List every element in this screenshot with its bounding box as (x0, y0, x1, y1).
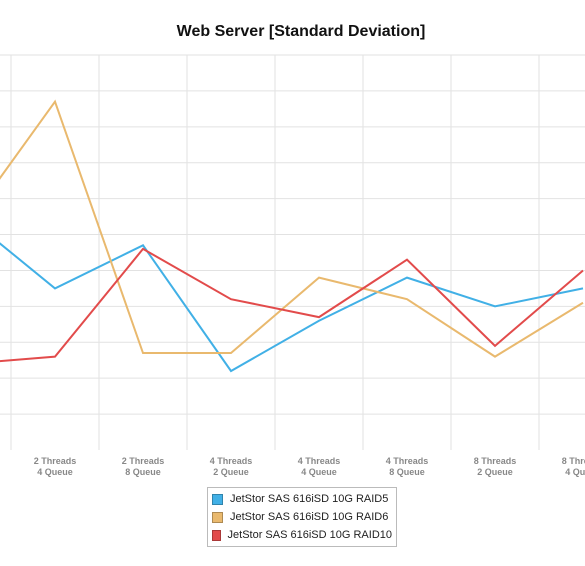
legend-item-2: JetStor SAS 616iSD 10G RAID6 (212, 508, 392, 526)
x-tick-label: 2 Threads 4 Queue (34, 456, 77, 477)
legend-label: JetStor SAS 616iSD 10G RAID5 (230, 493, 389, 505)
x-tick-label: 2 Threads 8 Queue (122, 456, 165, 477)
x-tick-label: 8 Threads 2 Queue (474, 456, 517, 477)
legend-item-3: JetStor SAS 616iSD 10G RAID10 (212, 526, 392, 544)
series-line-3 (0, 247, 584, 363)
series-line-2 (0, 99, 584, 358)
series-line-1 (0, 242, 584, 373)
x-tick-label: 4 Threads 8 Queue (386, 456, 429, 477)
legend-label: JetStor SAS 616iSD 10G RAID6 (230, 511, 389, 523)
legend-swatch (212, 529, 221, 541)
legend: JetStor SAS 616iSD 10G RAID5 JetStor SAS … (207, 487, 397, 547)
x-tick-label: 4 Threads 2 Queue (210, 456, 253, 477)
x-tick-label: 4 Threads 4 Queue (298, 456, 341, 477)
legend-swatch (212, 493, 223, 505)
series-lines (0, 99, 584, 373)
gridlines (0, 54, 585, 450)
legend-label: JetStor SAS 616iSD 10G RAID10 (227, 529, 392, 541)
legend-swatch (212, 511, 223, 523)
legend-item-1: JetStor SAS 616iSD 10G RAID5 (212, 490, 392, 508)
chart-title: Web Server [Standard Deviation] (177, 23, 426, 40)
